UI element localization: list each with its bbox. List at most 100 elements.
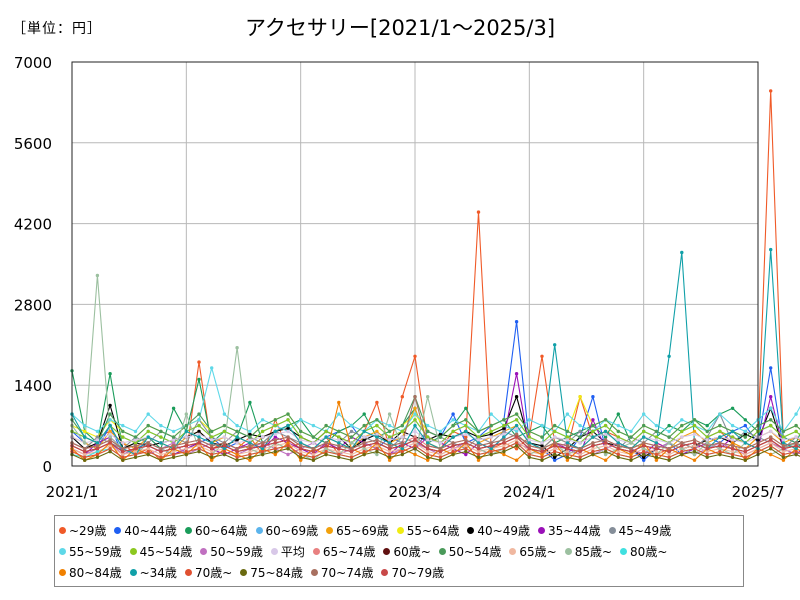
data-point [197,441,201,445]
data-point [146,435,150,439]
data-point [578,435,582,439]
data-point [794,449,798,454]
legend-label: 70~74歳 [320,566,374,580]
data-point [616,447,620,451]
data-point [794,412,798,416]
data-point [464,432,468,436]
data-point [540,441,544,445]
data-point [362,452,366,457]
data-point [349,449,354,454]
data-point [83,455,87,459]
data-point [159,447,163,451]
data-point [565,458,570,462]
legend: ~29歳 40~44歳 60~64歳 60~69歳 65~69歳 55~64歳 40~49歳… [54,515,744,587]
data-point [210,452,214,457]
data-point [680,449,684,454]
legend-marker-icon [184,527,192,534]
data-point [400,429,404,434]
data-point [603,435,608,439]
legend-item: 70~74歳 [310,562,374,583]
data-point [413,423,417,428]
data-point [438,455,443,459]
data-point [514,458,519,462]
data-point [400,452,404,457]
data-point [387,441,392,445]
data-point [476,452,481,457]
data-point [629,458,633,462]
data-point [565,435,570,439]
data-point [286,418,290,422]
data-point [95,444,100,448]
data-point [553,447,557,451]
data-point [514,395,519,399]
data-point [565,447,570,451]
series-line-21 [71,442,800,458]
data-point [578,449,582,454]
data-point [159,429,163,434]
data-point [553,458,557,462]
legend-item: 85歳~ [564,541,612,562]
data-point [349,458,354,462]
data-point [794,423,798,428]
data-point [667,354,671,358]
data-point [426,447,430,451]
data-point [438,432,443,436]
data-point [121,423,125,428]
data-point [171,441,176,445]
data-point [743,423,747,428]
data-point [476,429,481,434]
data-point [705,452,709,457]
legend-label: 65~69歳 [336,524,389,538]
data-point [248,444,252,448]
data-point [680,429,684,434]
data-point [540,449,544,454]
data-point [578,429,582,434]
data-point [476,441,481,445]
data-point [413,406,417,410]
legend-item: 60~64歳 [184,520,248,541]
data-point [375,432,379,436]
data-point [184,423,188,428]
data-point [654,444,659,448]
data-point [667,449,671,454]
legend-label: 75~84歳 [250,566,303,580]
data-point [578,441,582,445]
data-point [527,438,531,442]
series-line-24 [71,436,800,453]
legend-item: 40~44歳 [114,520,177,541]
data-point [235,449,239,454]
data-point [616,429,620,434]
data-point [616,449,620,454]
data-point [540,447,544,451]
data-point [108,444,112,448]
legend-marker-icon [312,548,320,555]
data-point [692,452,697,457]
data-point [642,429,646,434]
data-point [197,435,201,439]
data-point [451,418,455,422]
data-point [667,447,671,451]
data-point [426,435,430,439]
data-point [769,89,773,93]
data-point [324,447,328,451]
data-point [489,429,493,434]
data-point [222,452,227,457]
data-point [400,449,404,454]
data-point [83,458,87,462]
data-point [730,449,735,454]
legend-item: 50~54歳 [438,541,501,562]
data-point [362,444,366,448]
data-point [502,418,506,422]
data-point [476,447,481,451]
data-point [286,429,290,434]
data-point [299,455,303,459]
data-point [769,429,773,434]
data-point [781,435,786,439]
data-point [311,447,316,451]
data-point [743,447,747,451]
data-point [527,452,531,457]
data-point [514,444,519,448]
data-point [413,435,417,439]
legend-marker-icon [200,548,208,555]
data-point [565,441,570,445]
